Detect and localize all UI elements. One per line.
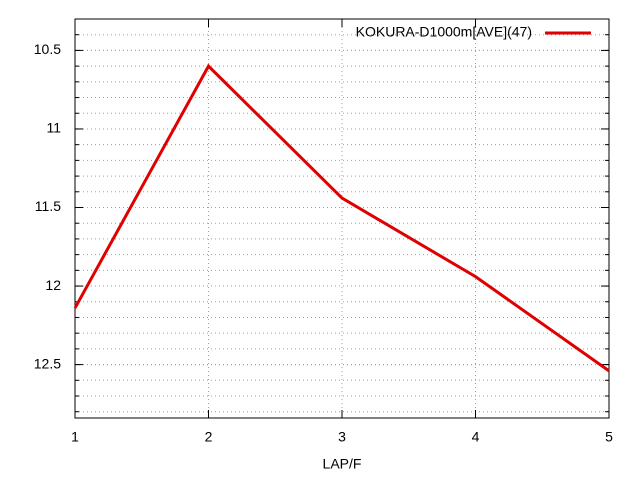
y-tick-label: 10.5 bbox=[34, 41, 61, 57]
legend-label: KOKURA-D1000m[AVE](47) bbox=[356, 24, 532, 40]
x-tick-label: 5 bbox=[605, 429, 613, 445]
data-line bbox=[73, 63, 610, 373]
plot-border bbox=[74, 18, 610, 419]
x-tick-label: 3 bbox=[338, 429, 346, 445]
x-tick-label: 2 bbox=[205, 429, 213, 445]
y-tick-label: 12 bbox=[45, 277, 61, 293]
x-axis-label: LAP/F bbox=[323, 456, 362, 472]
x-tick-label: 4 bbox=[472, 429, 480, 445]
y-tick-label: 12.5 bbox=[34, 355, 61, 371]
y-tick-label: 11 bbox=[46, 120, 61, 136]
y-tick-label: 11.5 bbox=[35, 198, 61, 214]
x-tick-label: 1 bbox=[71, 429, 79, 445]
